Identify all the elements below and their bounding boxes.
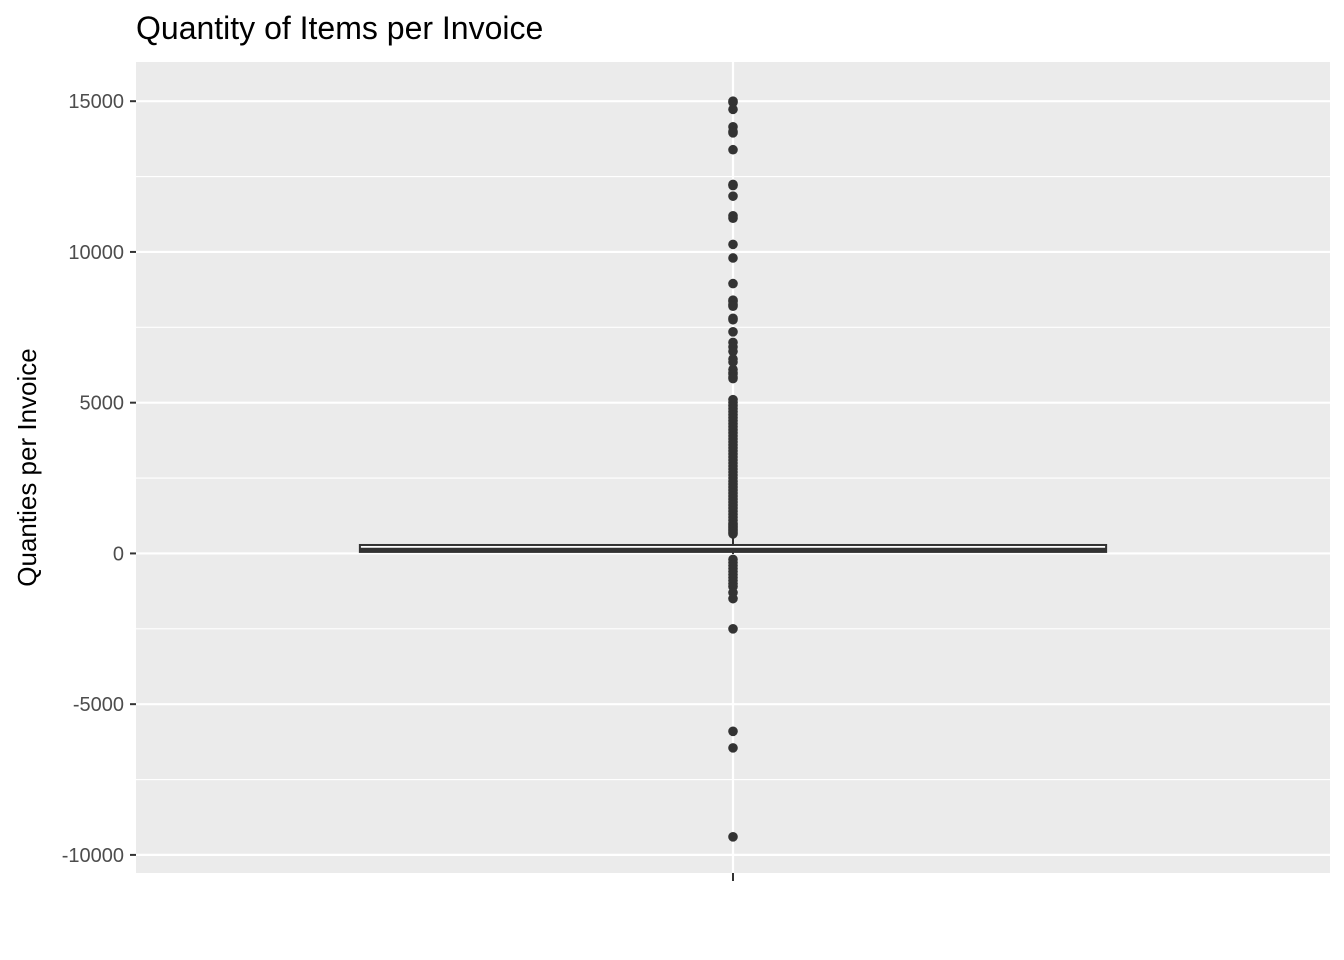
outlier-point [728, 346, 738, 357]
outlier-point [728, 97, 738, 108]
outlier-point [728, 832, 738, 842]
y-tick-label: 15000 [68, 91, 124, 113]
outlier-point [728, 529, 738, 539]
outlier-point [728, 128, 738, 138]
outlier-point [728, 180, 738, 191]
outlier-point [728, 144, 738, 155]
y-tick-label: -5000 [73, 694, 124, 716]
outlier-point [728, 743, 738, 753]
outlier-point [728, 301, 738, 312]
y-tick-label: 0 [113, 543, 124, 565]
chart-title: Quantity of Items per Invoice [136, 10, 544, 46]
outlier-points [728, 96, 738, 842]
y-tick-label: 10000 [68, 242, 124, 264]
outlier-point [728, 593, 738, 604]
outlier-point [728, 314, 738, 325]
outlier-point [728, 357, 738, 367]
outlier-point [728, 373, 738, 384]
outlier-point [728, 278, 738, 289]
outlier-point [728, 327, 738, 337]
y-tick-label: 5000 [80, 393, 125, 415]
box-plot [358, 535, 1108, 555]
outlier-point [728, 726, 738, 737]
outlier-point [728, 623, 738, 634]
y-axis: -10000 -5000 0 5000 10000 15000 [62, 91, 734, 881]
outlier-point [728, 253, 738, 263]
outlier-point [728, 104, 738, 115]
y-tick-label: -10000 [62, 845, 124, 867]
outlier-point [728, 213, 738, 223]
y-axis-label: Quanties per Invoice [12, 348, 42, 586]
outlier-point [728, 191, 738, 201]
outlier-point [728, 239, 738, 250]
